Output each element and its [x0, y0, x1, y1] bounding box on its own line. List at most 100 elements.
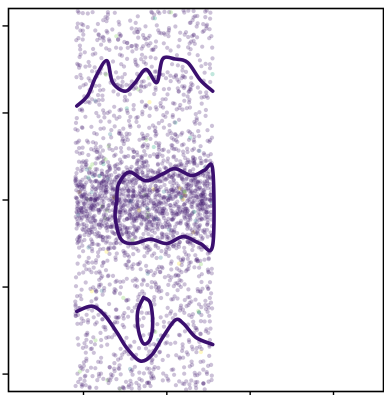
scatter-point	[80, 37, 85, 42]
scatter-point	[82, 186, 87, 192]
scatter-point	[99, 180, 104, 185]
scatter-point	[185, 224, 190, 229]
scatter-point	[123, 250, 128, 255]
scatter-point	[171, 284, 176, 289]
scatter-point	[113, 238, 118, 243]
scatter-point	[122, 224, 127, 229]
scatter-point	[195, 289, 200, 294]
scatter-point	[101, 136, 106, 141]
scatter-point	[115, 174, 120, 179]
scatter-point	[140, 289, 145, 294]
scatter-point	[193, 225, 198, 230]
scatter-point	[118, 107, 124, 112]
scatter-point	[93, 203, 98, 208]
scatter-point	[154, 255, 159, 261]
scatter-point	[101, 199, 106, 204]
scatter-point	[79, 125, 84, 130]
scatter-point	[121, 316, 126, 321]
scatter-point	[160, 148, 165, 153]
scatter-point	[139, 221, 144, 226]
scatter-point	[139, 167, 144, 172]
scatter-point	[145, 380, 150, 386]
scatter-point	[95, 37, 100, 43]
scatter-point	[99, 344, 104, 349]
scatter-point	[127, 189, 132, 194]
scatter-point	[76, 62, 81, 67]
scatter-point	[125, 226, 130, 231]
scatter-point	[186, 217, 191, 222]
scatter-point	[150, 169, 155, 174]
scatter-point	[153, 133, 158, 138]
scatter-point	[100, 159, 105, 165]
scatter-point	[202, 94, 207, 99]
scatter-point	[103, 193, 108, 198]
scatter-point	[89, 180, 94, 185]
scatter-point	[144, 197, 149, 202]
scatter-point	[197, 344, 202, 349]
scatter-point	[153, 187, 158, 192]
scatter-point	[173, 340, 178, 345]
scatter-point	[170, 189, 175, 195]
scatter-point	[108, 132, 113, 137]
scatter-point	[101, 159, 106, 164]
scatter-point	[83, 82, 88, 87]
scatter-point	[166, 149, 171, 154]
scatter-point	[122, 138, 127, 143]
scatter-point	[76, 210, 82, 215]
scatter-point	[141, 231, 146, 237]
scatter-point	[92, 232, 98, 237]
scatter-point	[158, 255, 163, 260]
scatter-point	[145, 133, 150, 138]
scatter-point	[88, 365, 94, 370]
scatter-point	[99, 154, 104, 159]
scatter-point	[207, 169, 212, 174]
scatter-point	[97, 180, 102, 185]
scatter-point	[164, 199, 169, 204]
scatter-point	[207, 27, 212, 32]
scatter-point	[197, 180, 202, 186]
scatter-point	[101, 218, 106, 223]
scatter-point	[187, 188, 192, 193]
scatter-point	[134, 180, 139, 185]
scatter-point	[206, 257, 211, 262]
scatter-point	[77, 185, 82, 190]
scatter-point	[111, 197, 116, 202]
scatter-point	[186, 263, 191, 269]
scatter-point	[78, 52, 83, 57]
scatter-point	[180, 64, 185, 69]
scatter-point	[155, 188, 160, 193]
scatter-point	[73, 140, 78, 145]
scatter-point	[141, 164, 146, 169]
scatter-point	[133, 43, 138, 48]
scatter-point	[164, 224, 170, 230]
scatter-point	[103, 189, 108, 194]
scatter-point	[134, 177, 139, 183]
scatter-point	[81, 206, 86, 211]
scatter-point	[156, 189, 161, 194]
scatter-point	[185, 352, 190, 357]
scatter-point	[141, 193, 147, 198]
scatter-point	[99, 288, 104, 293]
scatter-point	[134, 62, 139, 67]
scatter-point	[146, 75, 151, 81]
scatter-point	[205, 222, 210, 227]
scatter-point	[77, 364, 83, 369]
scatter-point	[197, 58, 202, 63]
scatter-point	[112, 366, 117, 371]
scatter-point	[201, 194, 206, 199]
scatter-point	[184, 177, 189, 182]
scatter-point	[129, 26, 134, 31]
scatter-point	[86, 152, 91, 158]
scatter-point	[128, 179, 133, 184]
scatter-point	[153, 85, 158, 90]
scatter-point	[139, 83, 144, 88]
scatter-point	[128, 216, 134, 221]
scatter-point	[107, 142, 112, 147]
scatter-point	[144, 193, 150, 198]
scatter-point	[147, 349, 152, 354]
scatter-point	[190, 230, 195, 235]
scatter-point	[198, 155, 203, 160]
scatter-point	[209, 377, 214, 383]
scatter-point	[193, 14, 198, 19]
scatter-point	[208, 197, 213, 202]
